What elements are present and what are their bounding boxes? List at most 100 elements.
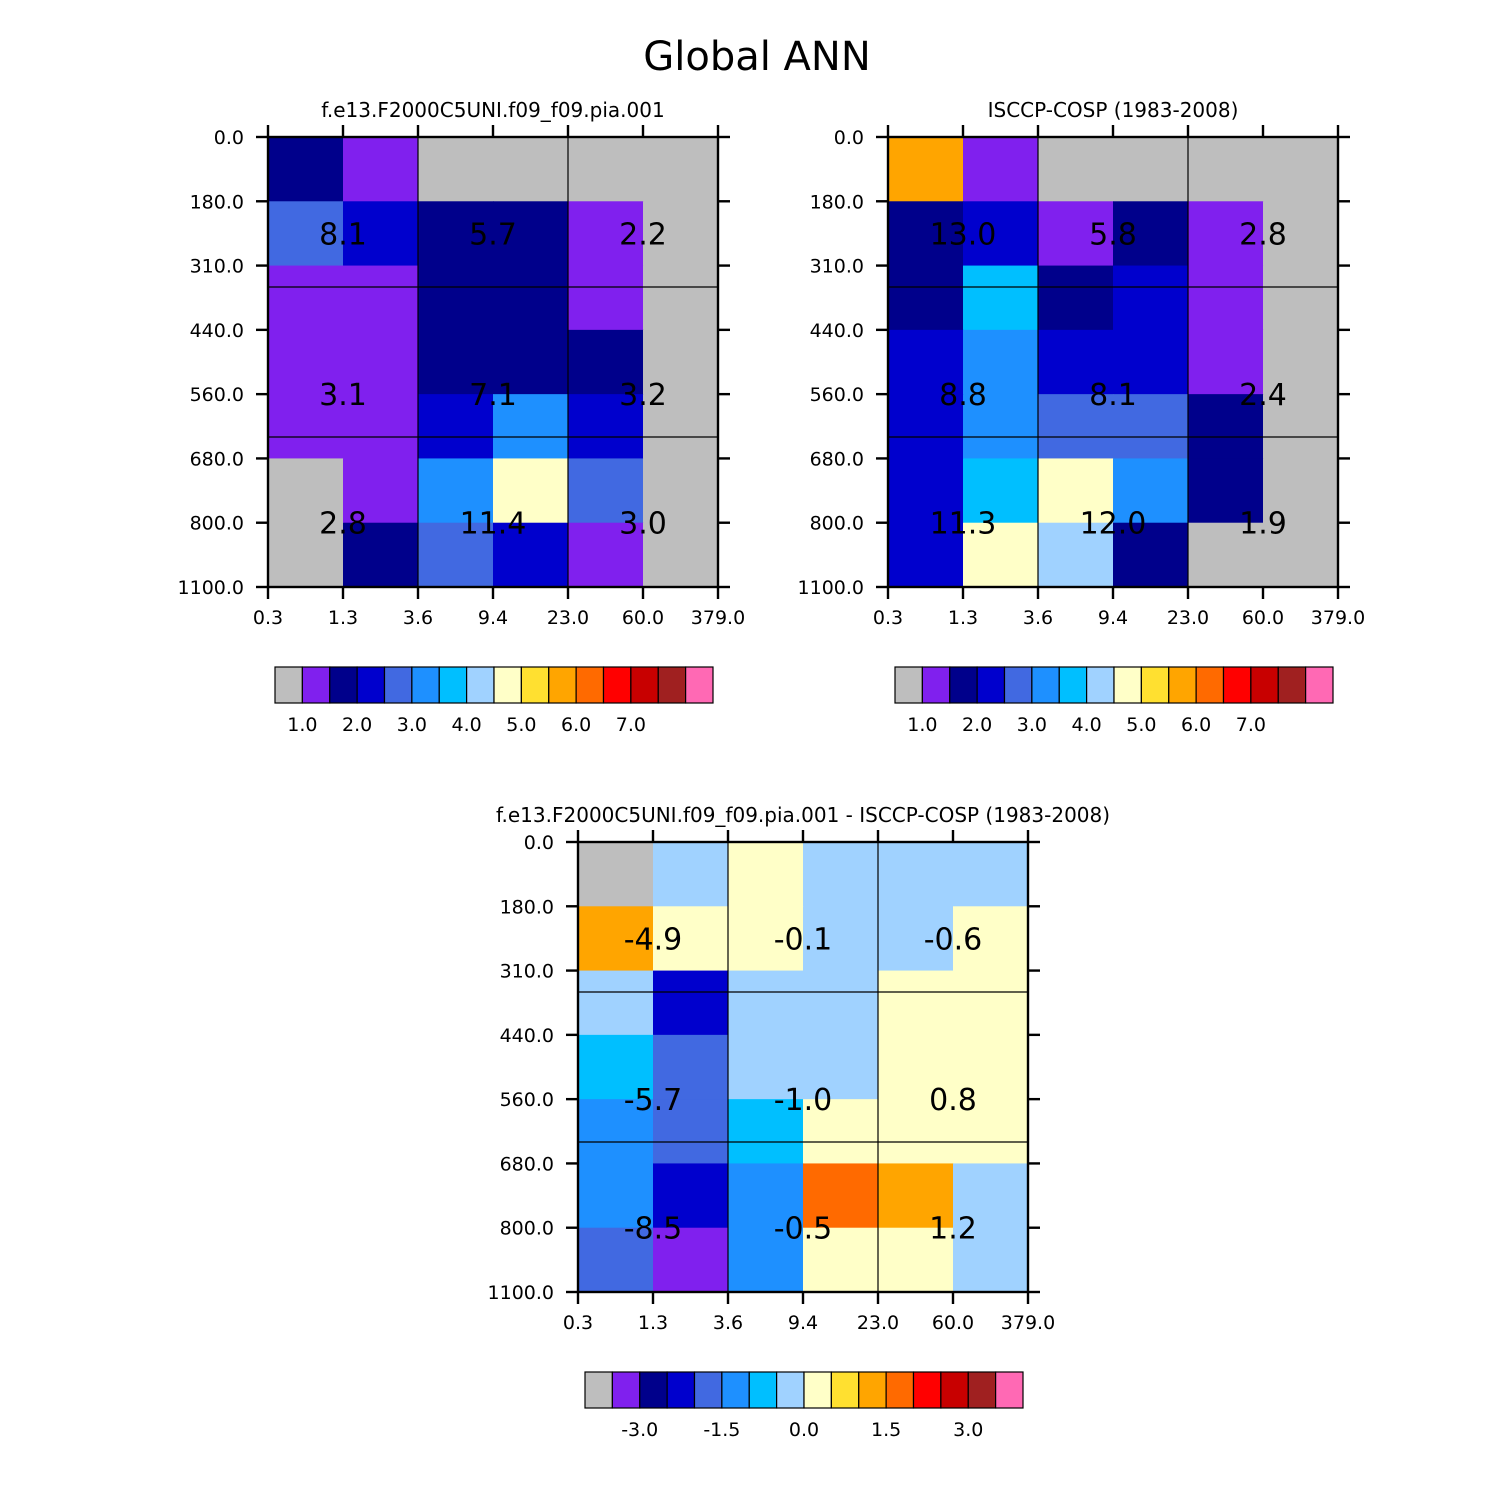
heatmap-cell [888,201,964,267]
block-value-label: 11.4 [460,507,527,542]
heatmap-cell [878,842,954,907]
colorbar-box [693,1371,723,1409]
heatmap-cell [953,1099,1029,1165]
colorbar-box [329,666,358,704]
heatmap-cell [493,137,569,202]
colorbar-box [1195,666,1225,704]
block-value-label: -1.0 [774,1083,833,1118]
colorbar-box [967,1371,997,1409]
x-tick-label: 9.4 [788,1312,818,1334]
colorbar-label: 4.0 [1072,714,1102,736]
colorbar-label: 1.0 [907,714,937,736]
colorbar-label: 7.0 [1236,714,1266,736]
heatmap-cell [963,201,1039,267]
heatmap-cell [568,201,644,267]
colorbar-box [803,1371,832,1409]
heatmap-cell [653,1099,729,1165]
heatmap-cell [888,137,964,202]
colorbar-box [921,666,951,704]
heatmap-cell [268,265,344,331]
colorbar-box [301,666,331,704]
heatmap-cell [963,137,1039,202]
heatmap-cell [803,1163,879,1229]
x-tick-label: 60.0 [622,607,664,629]
y-tick-label: 0.0 [214,127,244,149]
heatmap-cell [653,970,729,1036]
heatmap-cell [963,394,1039,460]
panel-model: f.e13.F2000C5UNI.f09_f09.pia.001 0.3 1.3 3.… [178,98,746,736]
heatmap-cell [268,329,344,395]
block-value-label: 3.2 [619,378,667,413]
heatmap-cell [1038,458,1114,524]
heatmap-cell [803,1034,879,1100]
heatmap-cell [643,522,719,588]
heatmap-cell [343,394,419,460]
heatmap-cell [1113,201,1189,267]
block-value-label: 12.0 [1080,507,1147,542]
heatmap-cell [878,906,954,972]
block-value-label: 1.2 [929,1212,977,1247]
y-tick-label: 560.0 [190,384,244,406]
heatmap-cell [343,265,419,331]
colorbar-box [1168,666,1197,704]
x-tick-label: 3.6 [403,607,433,629]
y-tick-label: 0.0 [524,832,554,854]
heatmap-cell [653,842,729,907]
heatmap-cell [728,906,804,972]
block-value-label: 2.8 [1239,217,1287,252]
block-value-label: 2.2 [619,217,667,252]
block-value-label: 8.1 [319,217,367,252]
heatmap-cell [878,970,954,1036]
colorbar-box [1058,666,1088,704]
heatmap-cell [878,1227,954,1293]
heatmap-cell [803,970,879,1036]
colorbar-box [1250,666,1279,704]
y-tick-label: 1100.0 [798,577,864,599]
heatmap-cell [418,522,494,588]
colorbar-box [940,1371,969,1409]
colorbar-label: 2.0 [342,714,372,736]
colorbar-label: 1.0 [287,714,317,736]
heatmap-cell [493,522,569,588]
heatmap-cell [643,329,719,395]
heatmap-cell [343,201,419,267]
colorbar-box [1140,666,1170,704]
colorbar-label: 3.0 [397,714,427,736]
colorbar-box [666,1371,696,1409]
colorbar-box [1086,666,1115,704]
heatmap-cell [653,1227,729,1293]
x-tick-label: 0.3 [563,1312,593,1334]
y-tick-label: 1100.0 [178,577,244,599]
y-tick-label: 310.0 [500,961,554,983]
x-tick-label: 3.6 [1023,607,1053,629]
block-value-label: -0.5 [774,1212,833,1247]
page-title: Global ANN [643,34,871,80]
colorbar-box [438,666,468,704]
y-tick-label: 560.0 [810,384,864,406]
heatmap-cell [268,394,344,460]
colorbar-label: 0.0 [789,1419,819,1441]
colorbar-box [575,666,605,704]
heatmap-cell [1038,201,1114,267]
heatmap-cell [343,137,419,202]
panel-obs: ISCCP-COSP (1983-2008) 0.3 1.3 3.6 9.4 23.0 60… [798,98,1366,736]
heatmap-cell [953,1163,1029,1229]
colorbar-box [611,1371,641,1409]
heatmap-cell [1113,522,1189,588]
heatmap-cell [568,458,644,524]
heatmap-cell [953,1034,1029,1100]
y-tick-label: 310.0 [810,256,864,278]
colorbar-label: 7.0 [616,714,646,736]
panel-title: f.e13.F2000C5UNI.f09_f09.pia.001 [321,98,664,122]
x-tick-label: 60.0 [932,1312,974,1334]
heatmap-cell [888,458,964,524]
heatmap-cell [418,458,494,524]
heatmap-cell [493,265,569,331]
heatmap-cell [643,201,719,267]
heatmap-cell [878,1163,954,1229]
colorbar-box [721,1371,750,1409]
colorbar-box [748,1371,778,1409]
heatmap-cell [1113,329,1189,395]
x-tick-label: 60.0 [1242,607,1284,629]
colorbar-box [1222,666,1252,704]
